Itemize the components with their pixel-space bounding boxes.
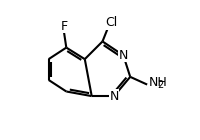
Text: NH: NH <box>149 76 167 89</box>
Text: 2: 2 <box>157 80 163 90</box>
Text: N: N <box>119 49 128 62</box>
Text: Cl: Cl <box>106 17 118 29</box>
Text: F: F <box>60 20 68 32</box>
Text: N: N <box>109 90 119 103</box>
